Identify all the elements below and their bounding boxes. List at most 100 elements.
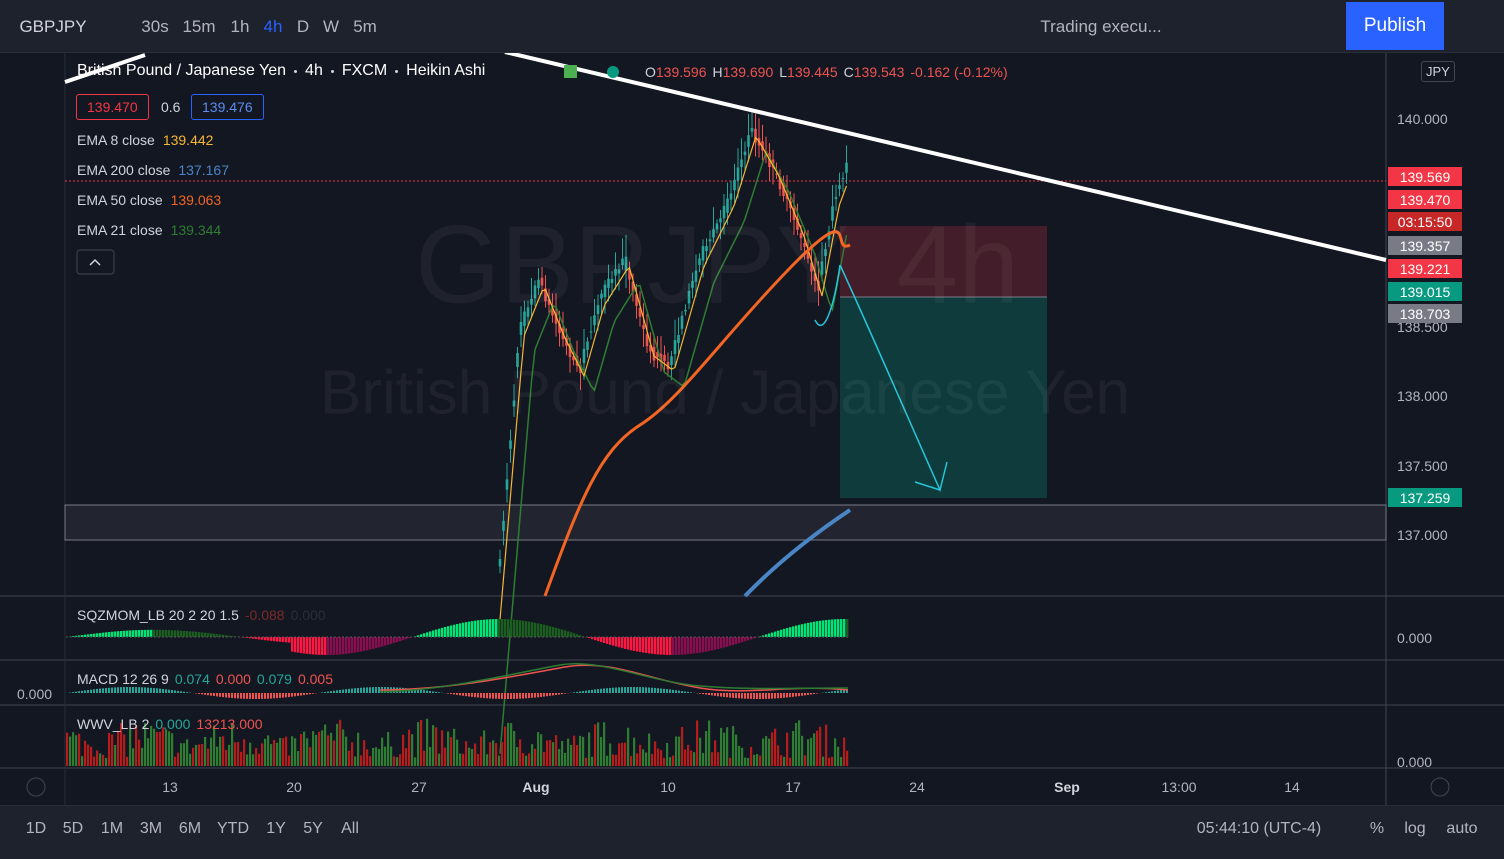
decoration: [225, 693, 227, 697]
interval-button[interactable]: 30s: [141, 17, 168, 37]
decoration: [351, 637, 353, 653]
decoration: [732, 693, 734, 698]
scale-button[interactable]: log: [1404, 820, 1425, 838]
interval-button[interactable]: W: [323, 17, 339, 37]
decoration: [687, 637, 689, 654]
decoration: [774, 632, 776, 637]
decoration: [309, 747, 311, 766]
interval-button[interactable]: 15m: [182, 17, 215, 37]
decoration: [354, 637, 356, 653]
decoration: [456, 624, 458, 637]
decoration: [201, 693, 203, 694]
time-tick: 14: [1284, 779, 1300, 795]
range-button[interactable]: 5Y: [303, 820, 323, 838]
decoration: [840, 619, 842, 637]
decoration: [300, 734, 302, 766]
decoration: [813, 733, 815, 766]
decoration: [360, 688, 362, 693]
decoration: [480, 620, 482, 637]
decoration: [123, 735, 125, 766]
range-button[interactable]: All: [341, 820, 359, 838]
decoration: [717, 637, 719, 649]
decoration: [744, 637, 746, 641]
decoration: [615, 688, 617, 693]
price-tick: 140.000: [1397, 111, 1448, 127]
decoration: [711, 637, 713, 650]
decoration: [543, 625, 545, 637]
decoration: [654, 741, 656, 766]
decoration: [534, 749, 536, 766]
decoration: [594, 724, 596, 766]
symbol-search[interactable]: GBPJPY: [19, 17, 86, 37]
range-button[interactable]: YTD: [217, 820, 249, 838]
decoration: [243, 739, 245, 766]
decoration: [69, 737, 71, 766]
decoration: [216, 693, 218, 696]
layout-name[interactable]: Trading execu...: [1040, 17, 1161, 37]
interval-button[interactable]: D: [297, 17, 309, 37]
decoration: [204, 737, 206, 766]
decoration: [681, 691, 683, 693]
decoration: [132, 687, 134, 693]
interval-button[interactable]: 1h: [231, 17, 250, 37]
ohlc-key: O: [645, 64, 656, 80]
decoration: [711, 693, 713, 695]
decoration: [777, 693, 779, 698]
decoration: [159, 689, 161, 693]
decoration: [177, 691, 179, 693]
price-tag: 138.703: [1388, 304, 1462, 323]
decoration: [751, 128, 754, 132]
price-tag: 03:15:50: [1388, 212, 1462, 231]
decoration: [510, 619, 512, 637]
decoration: [603, 688, 605, 693]
decoration: [447, 731, 449, 766]
decoration: [801, 624, 803, 637]
decoration: [780, 755, 782, 766]
decoration: [456, 740, 458, 766]
decoration: [606, 637, 608, 644]
range-button[interactable]: 5D: [63, 820, 83, 838]
decoration: [267, 637, 269, 641]
indicator-value: 139.344: [171, 222, 222, 238]
decoration: [93, 757, 95, 766]
scale-button[interactable]: auto: [1446, 820, 1477, 838]
currency-badge[interactable]: JPY: [1421, 61, 1455, 82]
decoration: [360, 755, 362, 766]
collapse-legend[interactable]: [77, 250, 114, 274]
decoration: [498, 693, 500, 699]
interval-button[interactable]: 4h: [264, 17, 283, 37]
publish-button[interactable]: Publish: [1346, 2, 1444, 50]
decoration: [831, 757, 833, 766]
range-button[interactable]: 6M: [179, 820, 201, 838]
decoration: [522, 753, 524, 766]
interval-button[interactable]: 5m: [353, 17, 377, 37]
decoration: [732, 637, 734, 645]
range-button[interactable]: 1Y: [266, 820, 286, 838]
timezone-button[interactable]: [27, 778, 45, 796]
decoration: [204, 633, 206, 637]
decoration: [114, 631, 116, 637]
scale-button[interactable]: %: [1370, 820, 1384, 838]
decoration: [483, 620, 485, 637]
decoration: [624, 637, 626, 649]
ask-button[interactable]: 139.476: [191, 94, 264, 120]
decoration: [708, 637, 710, 651]
decoration: [795, 723, 797, 766]
decoration: [207, 693, 209, 695]
auto-scale-button[interactable]: [1431, 778, 1449, 796]
decoration: [321, 730, 323, 766]
decoration: [612, 754, 614, 766]
decoration: [525, 756, 527, 766]
range-button[interactable]: 1D: [26, 820, 46, 838]
support-zone[interactable]: [65, 505, 1386, 540]
decoration: [219, 693, 221, 697]
decoration: [636, 753, 638, 766]
decoration: [711, 752, 713, 766]
decoration: [87, 690, 89, 693]
range-button[interactable]: 1M: [101, 820, 123, 838]
range-button[interactable]: 3M: [140, 820, 162, 838]
decoration: [675, 637, 677, 655]
bid-button[interactable]: 139.470: [76, 94, 149, 120]
